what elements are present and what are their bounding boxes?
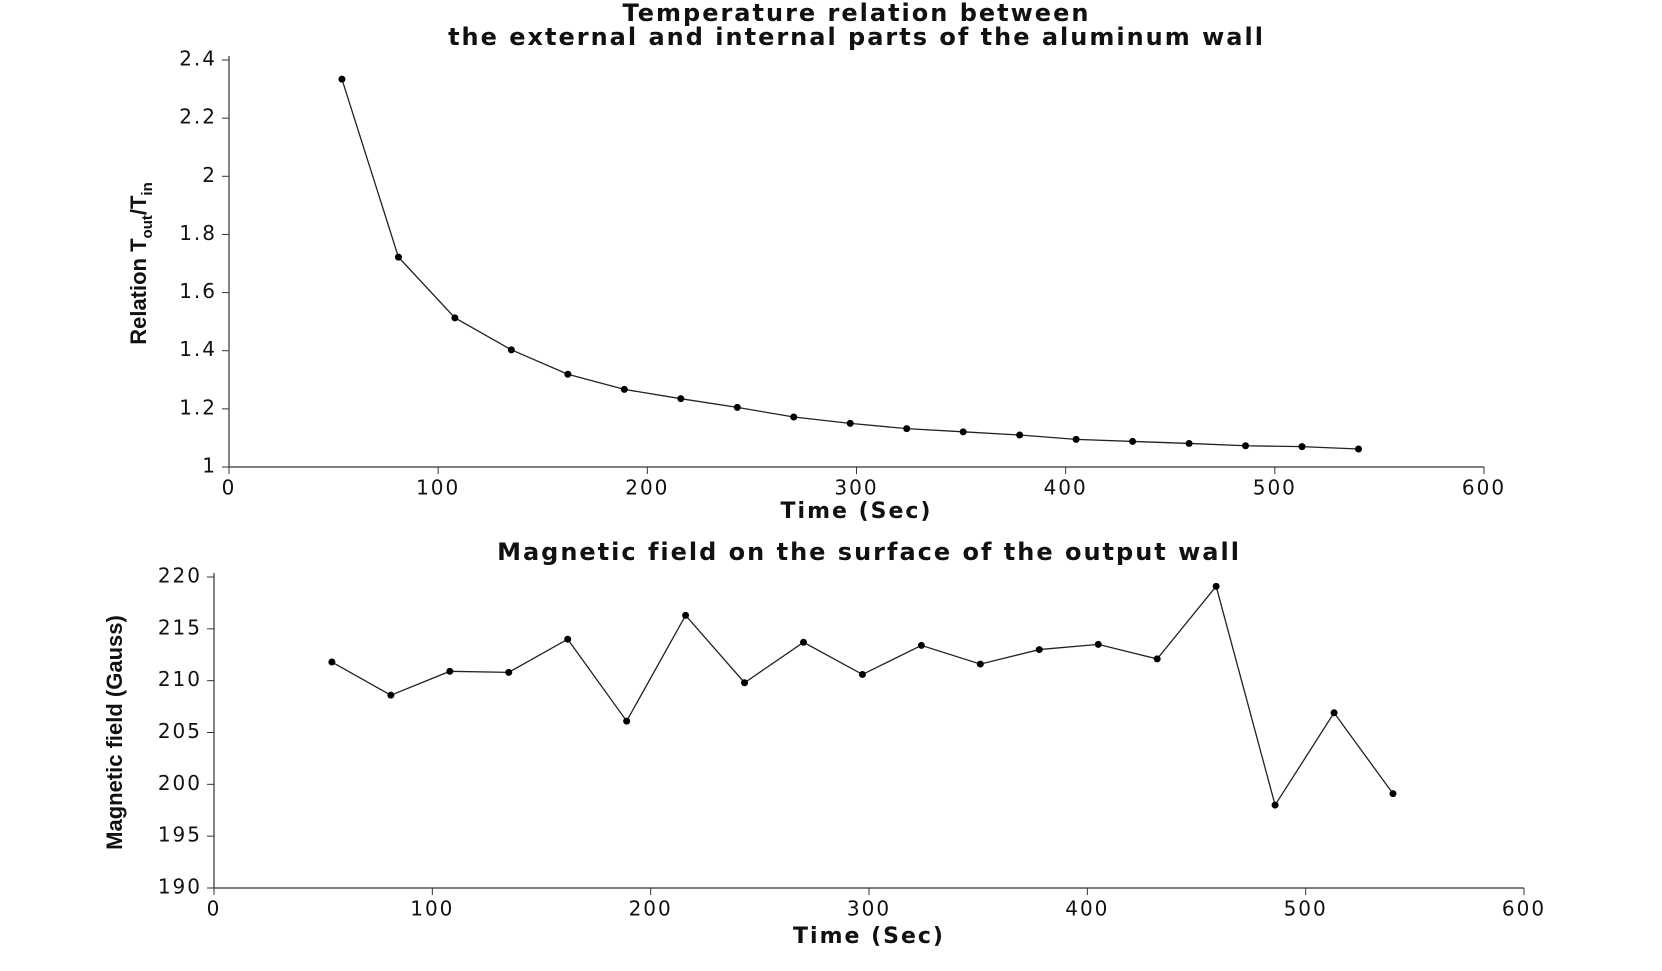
y-axis-label-part: Relation T: [126, 238, 151, 345]
y-axis-label-part: out: [139, 215, 156, 238]
data-point: [338, 75, 346, 83]
data-point: [1129, 437, 1137, 445]
data-point: [1153, 655, 1161, 663]
chart-title: Magnetic field on the surface of the out…: [497, 538, 1241, 566]
y-tick-label: 1: [202, 454, 217, 478]
data-point: [858, 670, 866, 678]
data-point: [623, 717, 631, 725]
x-tick-label: 400: [1065, 897, 1109, 921]
x-tick-label: 300: [834, 476, 878, 500]
data-point: [1212, 582, 1220, 590]
data-point: [394, 253, 402, 261]
x-tick-label: 500: [1284, 897, 1328, 921]
y-axis-label-part: Magnetic field (Gauss): [102, 615, 127, 850]
data-point: [328, 658, 336, 666]
data-point: [800, 638, 807, 646]
data-point: [682, 611, 690, 619]
data-line: [341, 78, 1359, 450]
data-point: [1094, 640, 1102, 648]
y-axis-label: Magnetic field (Gauss): [102, 615, 127, 850]
x-axis-label: Time (Sec): [793, 924, 945, 949]
data-point: [564, 635, 572, 643]
data-point: [620, 385, 628, 393]
y-tick-label: 1.8: [179, 221, 217, 245]
y-tick-label: 220: [158, 564, 202, 588]
data-point: [976, 660, 984, 668]
data-point: [1355, 445, 1362, 453]
data-line: [331, 584, 1394, 807]
y-tick-label: 205: [158, 719, 202, 743]
data-point: [564, 370, 572, 378]
data-point: [451, 314, 459, 322]
chart-title: Temperature relation between: [623, 0, 1091, 27]
y-axis-label-part: /T: [126, 195, 151, 215]
data-point: [387, 691, 395, 699]
data-point: [733, 403, 741, 411]
data-point: [790, 413, 798, 421]
x-tick-label: 500: [1253, 476, 1297, 500]
x-tick-label: 300: [847, 897, 891, 921]
data-point: [1016, 431, 1024, 439]
x-tick-label: 0: [222, 476, 237, 500]
x-tick-label: 0: [207, 897, 222, 921]
data-point: [446, 667, 454, 675]
x-tick-label: 200: [625, 476, 669, 500]
y-tick-label: 1.6: [179, 279, 217, 303]
y-tick-label: 2.2: [179, 105, 217, 129]
y-tick-label: 1.4: [179, 337, 217, 361]
data-point: [846, 419, 854, 427]
y-axis-label: Relation Tout/Tin: [126, 182, 157, 345]
x-tick-label: 200: [629, 897, 673, 921]
x-tick-label: 100: [416, 476, 460, 500]
y-tick-label: 2.4: [179, 47, 217, 71]
y-tick-label: 215: [158, 615, 202, 639]
data-point: [1185, 439, 1193, 447]
x-tick-label: 100: [410, 897, 454, 921]
data-point: [1298, 443, 1306, 451]
data-point: [1035, 646, 1043, 654]
data-point: [677, 395, 685, 403]
data-point: [741, 679, 749, 687]
data-point: [507, 346, 515, 354]
data-point: [1072, 435, 1080, 443]
y-axis-label-part: in: [139, 182, 156, 195]
chart-title: the external and internal parts of the a…: [448, 23, 1265, 51]
y-tick-label: 190: [158, 875, 202, 899]
y-tick-label: 1.2: [179, 395, 217, 419]
data-point: [917, 641, 925, 649]
data-point: [1389, 790, 1397, 798]
data-point: [959, 428, 967, 436]
data-point: [1271, 801, 1279, 809]
data-point: [1242, 442, 1250, 450]
x-tick-label: 600: [1502, 897, 1546, 921]
data-point: [1330, 709, 1338, 717]
y-tick-label: 200: [158, 771, 202, 795]
y-tick-label: 195: [158, 823, 202, 847]
x-axis-label: Time (Sec): [781, 499, 933, 524]
y-tick-label: 2: [202, 163, 217, 187]
y-tick-label: 210: [158, 667, 202, 691]
x-tick-label: 600: [1462, 476, 1506, 500]
x-tick-label: 400: [1044, 476, 1088, 500]
data-point: [505, 668, 513, 676]
data-point: [903, 425, 911, 433]
